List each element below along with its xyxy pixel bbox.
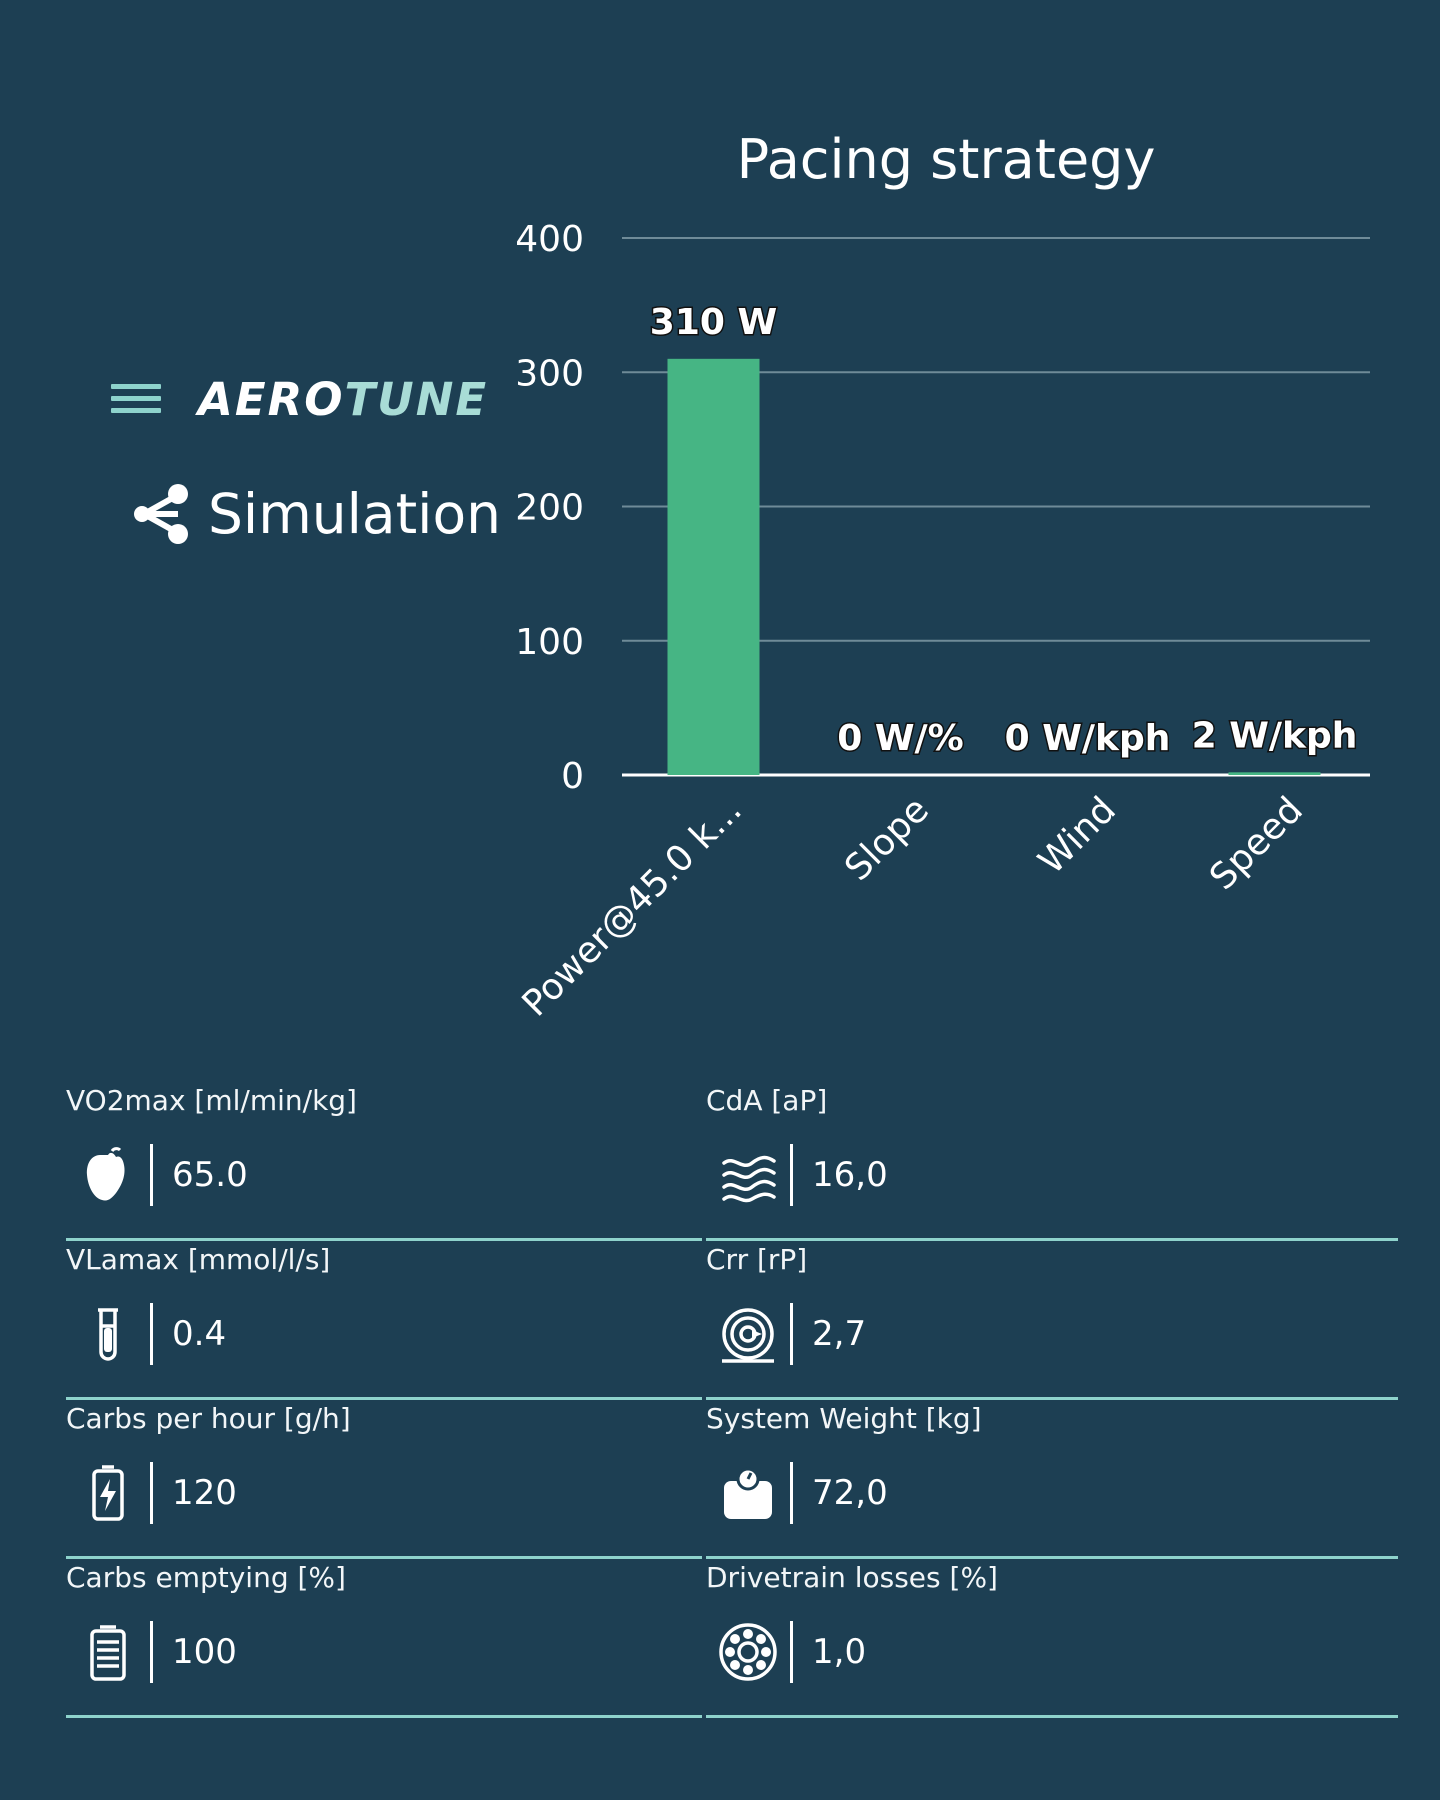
weight-scale-icon: [718, 1463, 778, 1523]
metric-carbs-per-hour: Carbs per hour [g/h] 120: [66, 1400, 702, 1559]
pacing-strategy-chart: Pacing strategy 0 100 200 300 400 310 W 0 W/%…: [515, 128, 1370, 1025]
bar-data-label: 310 W: [650, 302, 777, 343]
metric-vo2max: VO2max [ml/min/kg] 65.0: [66, 1082, 702, 1241]
tire-icon: [718, 1304, 778, 1364]
x-tick-label: Wind: [1031, 789, 1124, 882]
x-tick-label: Slope: [837, 789, 937, 889]
metric-label: CdA [aP]: [706, 1084, 828, 1117]
crr-value-field[interactable]: 2,7: [812, 1314, 867, 1354]
metric-label: VLamax [mmol/l/s]: [66, 1243, 331, 1276]
vlamax-value-field[interactable]: 0.4: [172, 1314, 227, 1354]
metric-system-weight: System Weight [kg] 72,0: [706, 1400, 1398, 1559]
x-tick-label: Speed: [1202, 789, 1311, 898]
metric-divider: [150, 1462, 153, 1524]
share-nodes-icon: [134, 484, 188, 544]
y-tick-label: 0: [561, 756, 584, 797]
section-title: Simulation: [208, 482, 501, 546]
metric-divider: [790, 1621, 793, 1683]
logo-text-tune: TUNE: [344, 373, 489, 426]
drivetrain-losses-value-field[interactable]: 1,0: [812, 1632, 867, 1672]
metric-divider: [790, 1303, 793, 1365]
metric-label: Carbs per hour [g/h]: [66, 1402, 351, 1435]
metric-carbs-emptying: Carbs emptying [%] 100: [66, 1559, 702, 1718]
bar-data-label: 2 W/kph: [1192, 715, 1358, 756]
battery-full-icon: [78, 1622, 138, 1682]
metric-label: Drivetrain losses [%]: [706, 1561, 998, 1594]
y-tick-label: 300: [515, 353, 584, 394]
test-tube-icon: [78, 1304, 138, 1364]
carbs-per-hour-value-field[interactable]: 120: [172, 1473, 237, 1513]
metric-crr: Crr [rP] 2,7: [706, 1241, 1398, 1400]
bar[interactable]: [1228, 772, 1321, 775]
battery-charging-icon: [78, 1463, 138, 1523]
vo2max-value-field[interactable]: 65.0: [172, 1155, 248, 1195]
cda-value-field[interactable]: 16,0: [812, 1155, 888, 1195]
metrics-grid: VO2max [ml/min/kg] 65.0 CdA [aP] 16,0 VLamax…: [66, 1082, 1398, 1718]
section-heading: Simulation: [132, 478, 501, 550]
x-tick-label: Power@45.0 k...: [515, 789, 750, 1024]
y-tick-label: 400: [515, 219, 584, 260]
metric-label: Crr [rP]: [706, 1243, 808, 1276]
system-weight-value-field[interactable]: 72,0: [812, 1473, 888, 1513]
metric-label: VO2max [ml/min/kg]: [66, 1084, 357, 1117]
logo-text-aero: AERO: [198, 373, 345, 426]
y-tick-label: 200: [515, 488, 584, 529]
metric-divider: [150, 1621, 153, 1683]
heart-icon: [78, 1145, 138, 1205]
metric-cda: CdA [aP] 16,0: [706, 1082, 1398, 1241]
metric-divider: [790, 1144, 793, 1206]
chart-title: Pacing strategy: [737, 128, 1156, 191]
aerotune-logo[interactable]: AEROTUNE: [198, 375, 488, 425]
metric-label: System Weight [kg]: [706, 1402, 982, 1435]
metric-label: Carbs emptying [%]: [66, 1561, 346, 1594]
carbs-emptying-value-field[interactable]: 100: [172, 1632, 237, 1672]
metric-divider: [790, 1462, 793, 1524]
hamburger-menu-icon[interactable]: [108, 380, 164, 420]
metric-divider: [150, 1303, 153, 1365]
y-tick-label: 100: [515, 622, 584, 663]
metric-divider: [150, 1144, 153, 1206]
metric-drivetrain-losses: Drivetrain losses [%] 1,0: [706, 1559, 1398, 1718]
bar-data-label: 0 W/%: [837, 718, 964, 759]
metric-vlamax: VLamax [mmol/l/s] 0.4: [66, 1241, 702, 1400]
bearing-icon: [718, 1622, 778, 1682]
bar[interactable]: [667, 358, 760, 775]
wind-waves-icon: [718, 1145, 778, 1205]
bar-data-label: 0 W/kph: [1005, 718, 1171, 759]
